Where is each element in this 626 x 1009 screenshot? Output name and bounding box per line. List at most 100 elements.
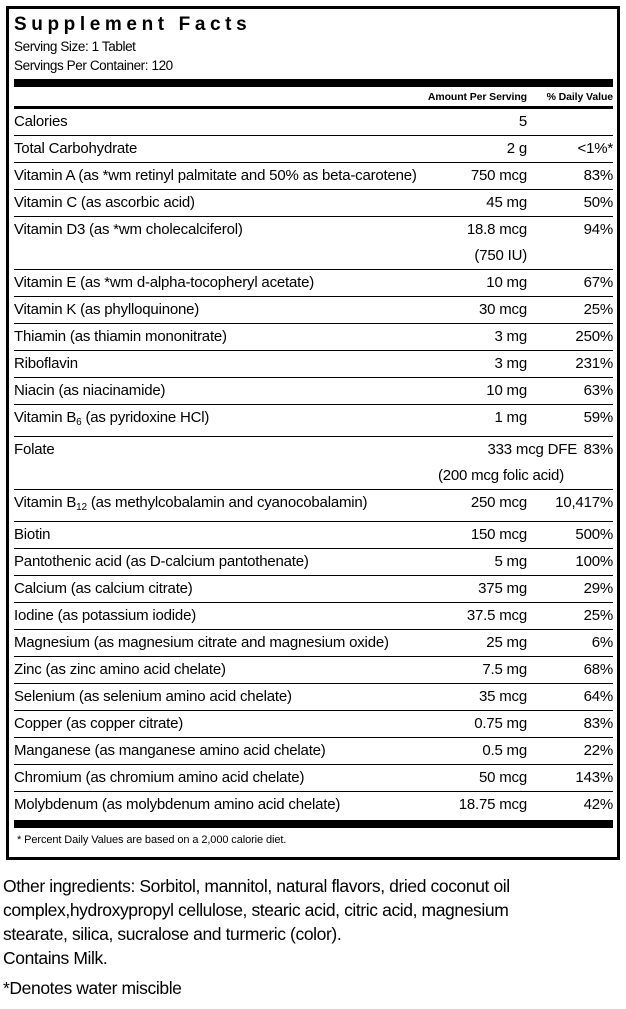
- daily-value: 22%: [583, 742, 614, 759]
- nutrient-name: Zinc (as zinc amino acid chelate): [14, 661, 226, 678]
- row-spacer: [304, 765, 479, 791]
- daily-value: 25%: [583, 607, 614, 624]
- row-spacer: [243, 217, 467, 243]
- nutrient-name: Calcium (as calcium citrate): [14, 580, 193, 597]
- row-spacer: [292, 684, 479, 710]
- amount-value: 750 mcg: [470, 167, 527, 184]
- row-spacer: [226, 657, 483, 683]
- daily-value-empty: [527, 463, 613, 489]
- table-row: Iodine (as potassium iodide) 37.5 mcg 25%: [14, 602, 613, 629]
- amount-value: 150 mcg: [470, 526, 527, 543]
- table-row: Niacin (as niacinamide) 10 mg 63%: [14, 377, 613, 404]
- table-row: Magnesium (as magnesium citrate and magn…: [14, 629, 613, 656]
- amount-value: 5 mg: [494, 553, 527, 570]
- row-spacer: [193, 576, 479, 602]
- daily-value: 231%: [575, 355, 613, 372]
- amount-value: 333 mcg DFE: [487, 441, 578, 458]
- table-row: Vitamin A (as *wm retinyl palmitate and …: [14, 162, 613, 189]
- amount-value: 3 mg: [494, 328, 527, 345]
- supplement-label-page: Supplement Facts Serving Size: 1 Tablet …: [0, 6, 626, 1009]
- table-row: Calories 5: [14, 109, 613, 135]
- daily-value: 143%: [575, 769, 613, 786]
- daily-value: 63%: [583, 382, 614, 399]
- table-row: Vitamin B6 (as pyridoxine HCl) 1 mg 59%: [14, 404, 613, 436]
- row-spacer: [55, 437, 488, 463]
- table-row: Molybdenum (as molybdenum amino acid che…: [14, 791, 613, 818]
- amount-value: 7.5 mg: [482, 661, 527, 678]
- row-spacer: [367, 490, 471, 521]
- amount-value: 2 g: [506, 140, 527, 157]
- other-ingredients-line: Other ingredients: Sorbitol, mannitol, n…: [3, 876, 510, 896]
- row-spacer: [195, 190, 486, 216]
- row-spacer: [199, 297, 479, 323]
- amount-value: 30 mcg: [479, 301, 527, 318]
- col-header-amount-per-serving: Amount Per Serving: [427, 91, 527, 103]
- thick-divider-bottom: [14, 820, 613, 828]
- daily-value: 10,417%: [555, 494, 613, 511]
- daily-value: 100%: [575, 553, 613, 570]
- other-ingredients: Other ingredients: Sorbitol, mannitol, n…: [3, 874, 622, 970]
- daily-value: 29%: [583, 580, 614, 597]
- row-spacer: [14, 463, 438, 489]
- nutrient-name: Vitamin A (as *wm retinyl palmitate and …: [14, 167, 417, 184]
- nutrient-name: Folate: [14, 441, 55, 458]
- nutrient-name: Vitamin C (as ascorbic acid): [14, 194, 195, 211]
- amount-value: 45 mg: [486, 194, 527, 211]
- daily-value: 250%: [575, 328, 613, 345]
- amount-value: 35 mcg: [479, 688, 527, 705]
- nutrient-name: Niacin (as niacinamide): [14, 382, 166, 399]
- daily-value: <1%*: [577, 140, 614, 157]
- table-row: Chromium (as chromium amino acid chelate…: [14, 764, 613, 791]
- table-row: Total Carbohydrate 2 g <1%*: [14, 135, 613, 162]
- row-spacer: [340, 792, 459, 818]
- row-spacer: [14, 243, 474, 269]
- daily-value: [527, 109, 613, 135]
- row-spacer: [227, 324, 495, 350]
- row-spacer: [309, 549, 495, 575]
- daily-value: 83%: [583, 167, 614, 184]
- panel-title: Supplement Facts: [14, 14, 252, 35]
- table-row: Zinc (as zinc amino acid chelate) 7.5 mg 6…: [14, 656, 613, 683]
- daily-value: 64%: [583, 688, 614, 705]
- nutrient-name: Biotin: [14, 526, 51, 543]
- daily-value-footnote: * Percent Daily Values are based on a 2,…: [17, 834, 287, 846]
- row-spacer: [389, 630, 487, 656]
- table-row: Riboflavin 3 mg 231%: [14, 350, 613, 377]
- denotes-water-miscible-note: *Denotes water miscible: [3, 978, 182, 998]
- nutrient-name: Manganese (as manganese amino acid chela…: [14, 742, 326, 759]
- amount-value: 5: [518, 113, 527, 130]
- daily-value: 50%: [583, 194, 614, 211]
- amount-value: 25 mg: [486, 634, 527, 651]
- table-row: Folate 333 mcg DFE 83% (200 mcg folic acid): [14, 436, 613, 489]
- nutrient-name: Magnesium (as magnesium citrate and magn…: [14, 634, 389, 651]
- table-row: Biotin 150 mcg 500%: [14, 521, 613, 548]
- row-spacer: [183, 711, 474, 737]
- amount-value: 37.5 mcg: [466, 607, 527, 624]
- amount-value: 0.75 mg: [474, 715, 527, 732]
- amount-value: 3 mg: [494, 355, 527, 372]
- table-row: Vitamin D3 (as *wm cholecalciferol) 18.8 …: [14, 216, 613, 269]
- row-spacer: [314, 270, 486, 296]
- row-spacer: [67, 109, 518, 135]
- nutrient-name: Vitamin B12 (as methylcobalamin and cyan…: [14, 494, 368, 513]
- table-row: Manganese (as manganese amino acid chela…: [14, 737, 613, 764]
- thick-divider-top: [14, 79, 613, 87]
- amount-value: 10 mg: [486, 382, 527, 399]
- nutrient-name: Total Carbohydrate: [14, 140, 138, 157]
- row-spacer: [137, 136, 507, 162]
- nutrient-name: Pantothenic acid (as D-calcium pantothen…: [14, 553, 309, 570]
- daily-value-empty: [527, 243, 613, 269]
- table-row: Vitamin C (as ascorbic acid) 45 mg 50%: [14, 189, 613, 216]
- other-ingredients-line: stearate, silica, sucralose and turmeric…: [3, 924, 342, 944]
- nutrient-name: Riboflavin: [14, 355, 78, 372]
- daily-value: 83%: [583, 441, 614, 458]
- nutrient-name: Molybdenum (as molybdenum amino acid che…: [14, 796, 341, 813]
- daily-value: 6%: [591, 634, 613, 651]
- col-header-daily-value: % Daily Value: [546, 91, 614, 103]
- table-row: Vitamin K (as phylloquinone) 30 mcg 25%: [14, 296, 613, 323]
- other-ingredients-line: complex,hydroxypropyl cellulose, stearic…: [3, 900, 509, 920]
- table-row: Vitamin E (as *wm d-alpha-tocopheryl ace…: [14, 269, 613, 296]
- table-row: Calcium (as calcium citrate) 375 mg 29%: [14, 575, 613, 602]
- nutrient-name: Thiamin (as thiamin mononitrate): [14, 328, 227, 345]
- nutrient-name: Vitamin K (as phylloquinone): [14, 301, 200, 318]
